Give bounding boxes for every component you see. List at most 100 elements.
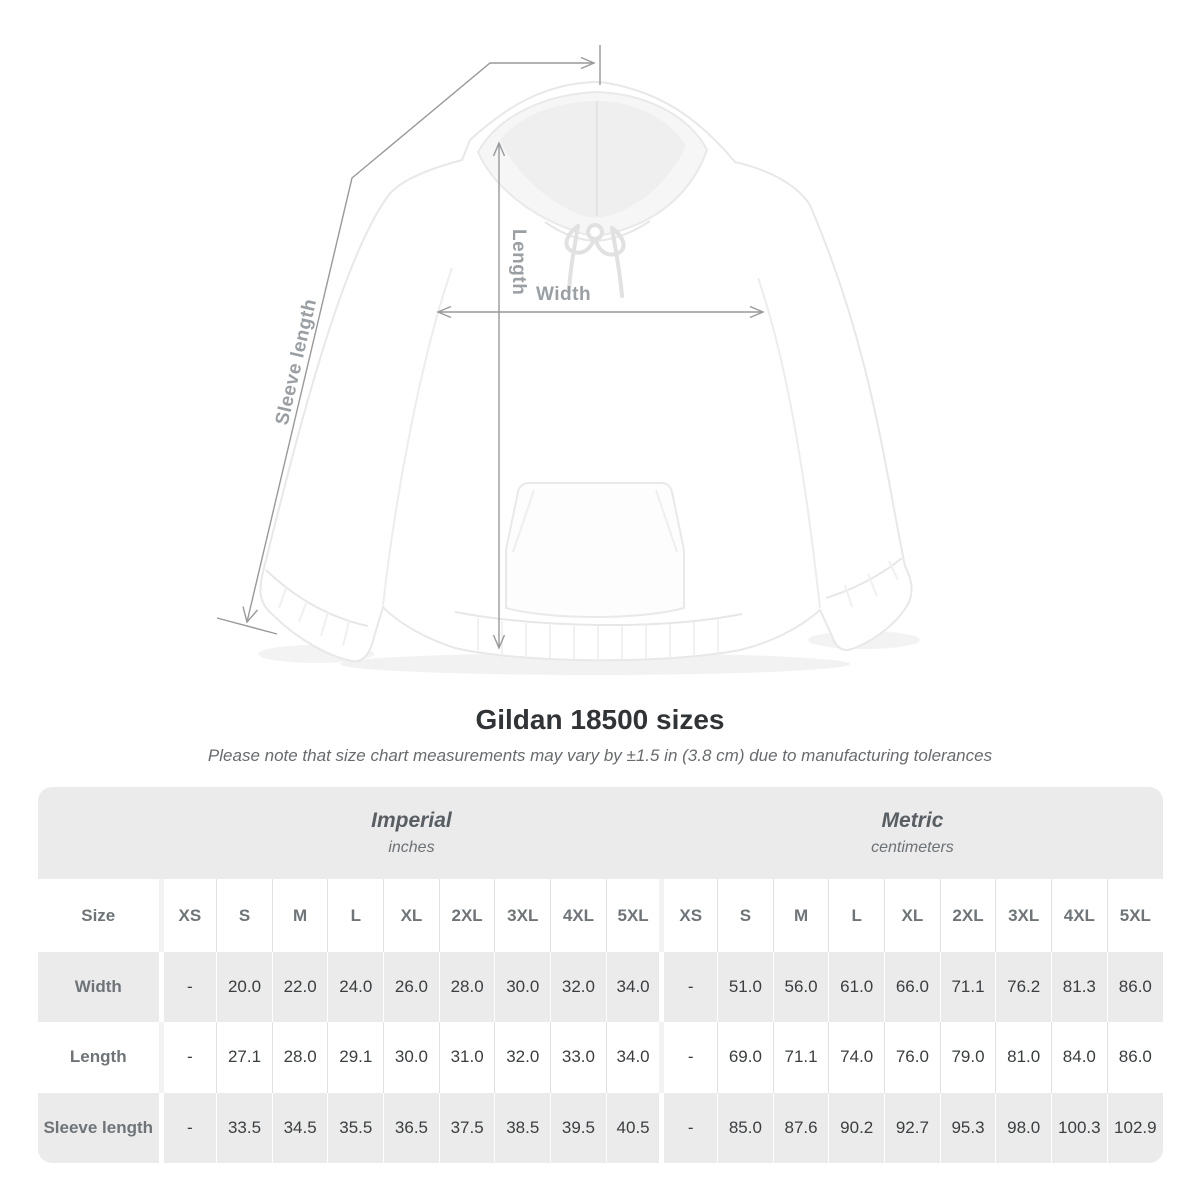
size-column-header: XS [158, 879, 217, 952]
units-header-row: Imperial inches Metric centimeters [38, 787, 1163, 879]
measurement-value: 28.0 [271, 1022, 328, 1093]
size-column-header: M [772, 879, 829, 952]
measurement-row: Width -20.0 22.0 24.0 26.0 28.0 30.0 32.0 34.0-5… [38, 951, 1163, 1023]
size-column-header: 5XL [605, 879, 662, 952]
measurement-value: 36.5 [383, 1092, 440, 1163]
measurement-value: 90.2 [828, 1092, 885, 1163]
kangaroo-pocket [505, 482, 685, 618]
imperial-label: Imperial [371, 809, 452, 833]
size-column-header: 2XL [438, 879, 495, 952]
measurement-value: - [158, 1092, 217, 1163]
width-dimension-label: Width [536, 284, 592, 305]
metric-label: Metric [881, 809, 944, 833]
measurement-value: 61.0 [828, 951, 885, 1023]
measurement-value: 35.5 [327, 1092, 384, 1163]
measurement-value: 74.0 [828, 1022, 885, 1093]
measurement-value: 20.0 [216, 951, 273, 1023]
measurement-value: 79.0 [939, 1022, 996, 1093]
measurement-value: 66.0 [884, 951, 941, 1023]
size-column-header: 3XL [494, 879, 551, 952]
measurement-value: 76.0 [884, 1022, 941, 1093]
measurement-row: Sleeve length -33.5 34.5 35.5 36.5 37.5 38.5 39… [38, 1092, 1163, 1163]
hood [476, 90, 709, 243]
size-column-header: 3XL [995, 879, 1052, 952]
measurement-value: 32.0 [550, 951, 607, 1023]
measurement-value: 100.3 [1051, 1092, 1108, 1163]
size-column-header: 4XL [550, 879, 607, 952]
measurement-value: - [659, 1092, 718, 1163]
measurement-value: 28.0 [438, 951, 495, 1023]
size-chart-card: Imperial inches Metric centimeters Size … [38, 787, 1163, 1163]
size-column-header: S [216, 879, 273, 952]
size-column-header: XL [383, 879, 440, 952]
measurement-value: 86.0 [1106, 1022, 1163, 1093]
measurement-value: 32.0 [494, 1022, 551, 1093]
measurement-value: 29.1 [327, 1022, 384, 1093]
size-column-header: L [327, 879, 384, 952]
cuffs-and-hem [265, 557, 903, 659]
length-arrowhead-bottom [492, 634, 506, 650]
size-column-header: S [717, 879, 774, 952]
size-column-header: XS [659, 879, 718, 952]
measurement-value: - [659, 951, 718, 1023]
tolerance-note: Please note that size chart measurements… [207, 746, 993, 765]
measurement-value: 24.0 [327, 951, 384, 1023]
measurement-value: - [659, 1022, 718, 1093]
measurement-value: 31.0 [438, 1022, 495, 1093]
length-dimension-label: Length [508, 229, 529, 296]
measurement-value: 84.0 [1051, 1022, 1108, 1093]
size-column-header: XL [884, 879, 941, 952]
measurement-value: 51.0 [717, 951, 774, 1023]
row-label: Sleeve length [43, 1117, 154, 1137]
measurement-lines [216, 45, 765, 650]
measurement-value: 87.6 [772, 1092, 829, 1163]
metric-sublabel: centimeters [871, 839, 954, 857]
length-arrowhead-top [492, 141, 506, 157]
measurement-value: 81.3 [1051, 951, 1108, 1023]
size-column-header: M [271, 879, 328, 952]
measurement-value: 33.5 [216, 1092, 273, 1163]
sleeve-arrowhead-cuff [242, 606, 259, 624]
page-title: Gildan 18500 sizes [475, 704, 725, 735]
size-table: Imperial inches Metric centimeters Size … [38, 787, 1163, 1163]
measurement-value: 95.3 [939, 1092, 996, 1163]
measurement-value: 76.2 [995, 951, 1052, 1023]
measurement-value: 56.0 [772, 951, 829, 1023]
measurement-value: 98.0 [995, 1092, 1052, 1163]
size-column-header: 2XL [939, 879, 996, 952]
measurement-value: 81.0 [995, 1022, 1052, 1093]
measurement-value: 34.5 [271, 1092, 328, 1163]
measurement-value: 102.9 [1106, 1092, 1163, 1163]
row-label: Width [74, 977, 122, 997]
measurement-value: 34.0 [605, 1022, 662, 1093]
metric-header: Metric centimeters [662, 787, 1163, 879]
measurement-value: 92.7 [884, 1092, 941, 1163]
drawstrings [564, 223, 626, 298]
size-column-label: Size [81, 905, 116, 925]
units-spacer [38, 787, 161, 879]
size-column-header: 4XL [1051, 879, 1108, 952]
measurement-value: - [158, 951, 217, 1023]
measurement-value: 38.5 [494, 1092, 551, 1163]
measurement-value: 71.1 [772, 1022, 829, 1093]
hoodie-illustration [216, 45, 920, 675]
hoodie-measurement-diagram: Length Width Sleeve length [216, 45, 920, 675]
size-header-row: Size XS S M L XL 2XL 3XL 4XL 5XL XS S M L XL 2XL 3XL 4XL… [38, 879, 1163, 952]
measurement-value: 71.1 [939, 951, 996, 1023]
measurement-row: Length -27.1 28.0 29.1 30.0 31.0 32.0 33.0 34.0-… [38, 1022, 1163, 1093]
seams [382, 267, 821, 609]
measurement-value: 22.0 [271, 951, 328, 1023]
width-arrowhead-right [749, 305, 765, 319]
size-column-header: L [828, 879, 885, 952]
width-arrowhead-left [436, 305, 452, 319]
measurement-value: - [158, 1022, 217, 1093]
measurement-value: 34.0 [605, 951, 662, 1023]
imperial-sublabel: inches [388, 839, 435, 857]
row-label: Length [69, 1047, 127, 1067]
measurement-value: 86.0 [1106, 951, 1163, 1023]
measurement-value: 30.0 [494, 951, 551, 1023]
measurement-value: 30.0 [383, 1022, 440, 1093]
measurement-value: 27.1 [216, 1022, 273, 1093]
measurement-value: 26.0 [383, 951, 440, 1023]
